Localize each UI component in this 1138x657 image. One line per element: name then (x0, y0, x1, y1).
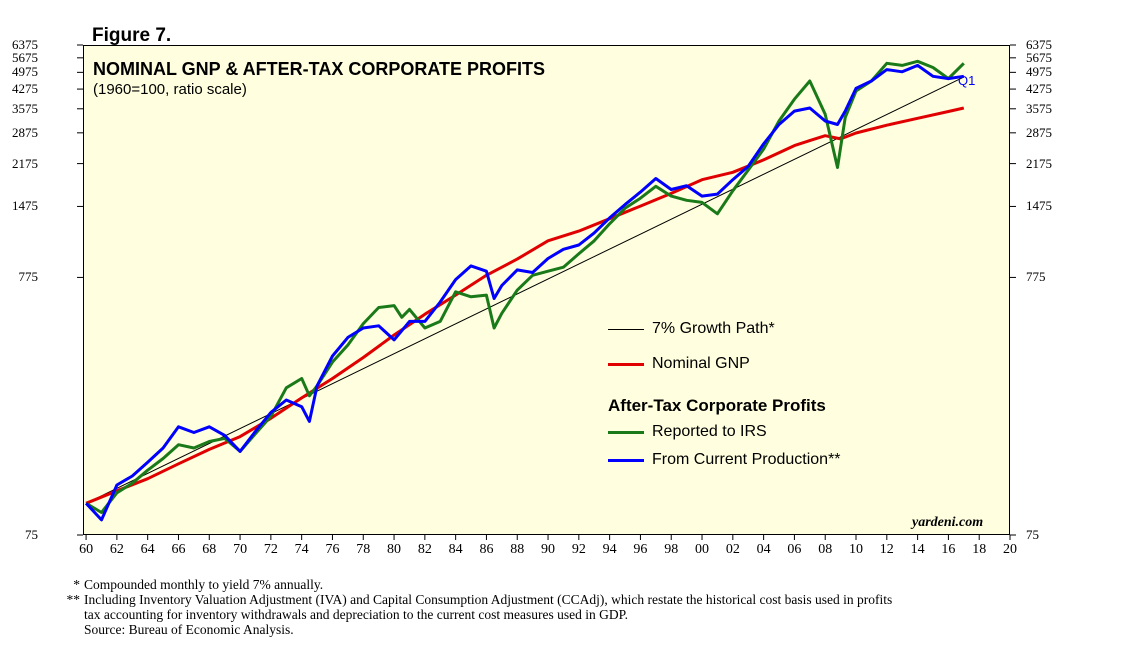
y-tick-label: 5675 (12, 49, 38, 65)
y-tick-label: 4975 (12, 64, 38, 80)
chart-title: NOMINAL GNP & AFTER-TAX CORPORATE PROFIT… (93, 59, 546, 79)
x-tick-label: 72 (263, 542, 278, 557)
y-tick-label: 6375 (12, 37, 38, 52)
y-tick-label: 3575 (12, 100, 38, 116)
y-tick-label: 2175 (12, 155, 38, 171)
y-tick-label: 2875 (12, 124, 38, 140)
x-tick-label: 92 (571, 542, 586, 557)
x-tick-label: 70 (233, 542, 248, 557)
legend-item-current-production: From Current Production** (608, 451, 841, 469)
x-tick-label: 76 (325, 542, 340, 557)
legend-swatch (608, 430, 644, 434)
legend-item-reported-irs: Reported to IRS (608, 423, 767, 441)
y-tick-label: 6375 (1026, 37, 1052, 52)
x-tick-label: 20 (1003, 542, 1017, 557)
x-tick-label: 18 (972, 542, 987, 557)
legend-label: 7% Growth Path* (652, 320, 775, 337)
legend-swatch (608, 362, 644, 366)
y-tick-label: 4975 (1026, 64, 1052, 80)
x-tick-label: 60 (79, 542, 94, 557)
x-tick-label: 90 (541, 542, 556, 557)
legend-swatch (608, 328, 644, 330)
legend-item-nominal-gnp: Nominal GNP (608, 355, 750, 373)
x-tick-label: 62 (109, 542, 124, 557)
footnote: * Compounded monthly to yield 7% annually… (73, 577, 324, 592)
chart-subtitle: (1960=100, ratio scale) (93, 81, 247, 98)
x-tick-label: 88 (510, 542, 525, 557)
footnote: Source: Bureau of Economic Analysis. (84, 622, 294, 637)
legend-label: From Current Production** (652, 451, 841, 468)
legend-label: Nominal GNP (652, 355, 750, 372)
y-tick-label: 1475 (1026, 198, 1052, 214)
footnote: tax accounting for inventory withdrawals… (84, 607, 628, 622)
x-tick-label: 12 (879, 542, 894, 557)
x-tick-label: 94 (602, 542, 617, 557)
legend-swatch (608, 458, 644, 462)
x-tick-label: 82 (417, 542, 432, 557)
x-tick-label: 00 (695, 542, 710, 557)
latest-quarter-label: Q1 (958, 73, 976, 88)
y-tick-label: 775 (1026, 269, 1046, 285)
x-tick-label: 80 (387, 542, 402, 557)
x-tick-label: 06 (787, 542, 802, 557)
x-tick-label: 66 (171, 542, 186, 557)
x-tick-label: 86 (479, 542, 494, 557)
x-tick-label: 02 (725, 542, 740, 557)
x-tick-label: 78 (356, 542, 371, 557)
series-line-1 (85, 106, 965, 505)
x-tick-label: 84 (448, 542, 463, 557)
y-tick-label: 75 (1026, 527, 1039, 542)
legend-item-growth-path: 7% Growth Path* (608, 320, 775, 338)
plot-area (83, 45, 1010, 535)
y-tick-label: 4275 (12, 81, 38, 97)
source-credit: yardeni.com (912, 515, 984, 530)
y-tick-label: 3575 (1026, 100, 1052, 116)
series-line-3 (85, 63, 965, 522)
x-tick-label: 16 (941, 542, 956, 557)
footnote: ** Including Inventory Valuation Adjustme… (66, 592, 893, 607)
x-tick-label: 10 (849, 542, 863, 557)
x-tick-label: 14 (910, 542, 925, 557)
x-tick-label: 08 (818, 542, 833, 557)
y-tick-label: 2175 (1026, 155, 1052, 171)
y-tick-label: 775 (18, 269, 39, 285)
x-tick-label: 96 (633, 542, 648, 557)
x-tick-label: 74 (294, 542, 309, 557)
figure-label: Figure 7. (92, 25, 172, 46)
x-tick-label: 64 (140, 542, 155, 557)
y-tick-label: 4275 (1026, 81, 1052, 97)
y-tick-label: 1475 (12, 198, 38, 214)
y-tick-label: 2875 (1026, 124, 1052, 140)
y-tick-label: 75 (25, 527, 38, 542)
x-tick-label: 68 (202, 542, 217, 557)
series-line-0 (85, 76, 965, 504)
y-tick-label: 5675 (1026, 49, 1052, 65)
legend-header: After-Tax Corporate Profits (608, 396, 826, 415)
x-tick-label: 98 (664, 542, 679, 557)
legend-label: Reported to IRS (652, 423, 767, 440)
x-tick-label: 04 (756, 542, 771, 557)
